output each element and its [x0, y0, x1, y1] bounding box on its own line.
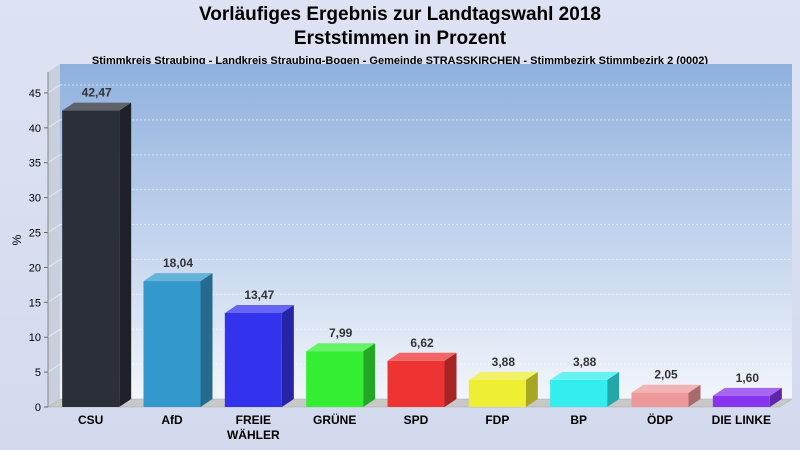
bar	[468, 379, 526, 407]
bar-side	[525, 371, 538, 407]
y-tick-label: 40	[29, 123, 41, 135]
bar	[306, 351, 364, 407]
bar	[712, 395, 770, 407]
bar	[550, 379, 608, 407]
bar-side	[281, 304, 294, 407]
gridline-side	[47, 154, 61, 164]
bar	[387, 360, 445, 407]
gridline-side	[47, 363, 61, 373]
x-tick-label: BP	[570, 413, 587, 427]
gridline-side	[47, 328, 61, 338]
bar-side	[607, 371, 620, 407]
bar-top	[712, 387, 782, 396]
chart-title: Vorläufiges Ergebnis zur Landtagswahl 20…	[199, 4, 601, 25]
bar	[62, 110, 120, 408]
bar-top	[62, 102, 132, 111]
gridline-side	[47, 84, 61, 94]
bar-side	[119, 102, 132, 408]
x-tick-label: FREIE	[236, 413, 271, 427]
y-tick-label: 10	[29, 332, 41, 344]
bar-top	[143, 273, 213, 282]
x-tick-label: FDP	[485, 413, 509, 427]
x-tick-label: AfD	[161, 413, 183, 427]
chart-subtitle: Erststimmen in Prozent	[293, 28, 507, 49]
x-tick-label: ÖDP	[647, 412, 673, 427]
bar	[143, 281, 201, 407]
gridline-side	[47, 189, 61, 199]
bar-top	[468, 371, 538, 380]
plot-side-wall	[48, 64, 60, 407]
y-tick-label: 45	[29, 88, 41, 100]
x-tick-label: WÄHLER	[227, 427, 280, 442]
bar-value-label: 18,04	[163, 256, 193, 270]
x-tick-label: DIE LINKE	[712, 413, 771, 427]
bar-value-label: 3,88	[492, 355, 516, 369]
bar-top	[631, 384, 701, 393]
bar-value-label: 6,62	[410, 336, 434, 350]
y-tick-label: 20	[29, 262, 41, 274]
y-axis-label: %	[10, 234, 24, 245]
bar-value-label: 3,88	[573, 355, 597, 369]
gridline-side	[47, 224, 61, 233]
bar-side	[363, 343, 376, 407]
gridline-side	[47, 119, 61, 129]
bar-side	[200, 273, 213, 407]
bar	[224, 312, 282, 407]
bar-side	[444, 352, 457, 407]
y-tick-label: 35	[29, 158, 41, 170]
gridline-side	[47, 259, 61, 268]
bar-top	[387, 352, 457, 361]
x-tick-label: CSU	[78, 413, 103, 427]
bar-value-label: 13,47	[244, 288, 274, 302]
bar-top	[224, 304, 294, 313]
bar-side	[688, 384, 701, 407]
gridline-side	[47, 293, 61, 303]
bar	[631, 392, 689, 407]
bar-value-label: 42,47	[82, 86, 112, 100]
y-tick-label: 30	[29, 193, 41, 205]
bar-top	[550, 371, 620, 380]
y-tick-label: 15	[29, 297, 41, 309]
bar-value-label: 2,05	[654, 368, 678, 382]
y-tick-label: 25	[29, 228, 41, 240]
bar-value-label: 7,99	[329, 326, 353, 340]
x-tick-label: SPD	[404, 413, 429, 427]
bar-side	[769, 387, 782, 407]
x-tick-label: GRÜNE	[313, 412, 356, 427]
y-tick-label: 5	[35, 367, 41, 379]
y-tick-label: 0	[35, 402, 41, 414]
bar-top	[306, 343, 376, 352]
bar-value-label: 1,60	[736, 371, 760, 385]
